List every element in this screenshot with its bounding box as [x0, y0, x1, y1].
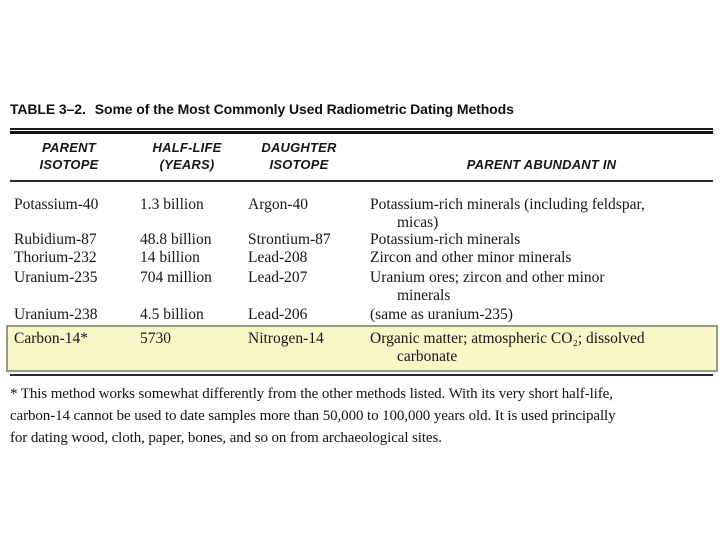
cell-parent: Thorium-232: [14, 248, 97, 266]
cell-abundant: Potassium-rich minerals (including felds…: [370, 196, 645, 231]
header-parent-isotope-line2: ISOTOPE: [39, 157, 99, 172]
table-row-thorium-232: Thorium-232 14 billion Lead-208 Zircon a…: [10, 249, 713, 267]
cell-abundant: Zircon and other minor minerals: [370, 248, 572, 266]
cell-half-life: 14 billion: [140, 248, 200, 266]
cell-daughter: Lead-208: [248, 248, 308, 266]
header-parent-isotope: PARENT ISOTOPE: [4, 139, 134, 173]
header-half-life: HALF-LIFE (YEARS): [133, 139, 241, 173]
header-daughter-isotope-line1: DAUGHTER: [261, 140, 337, 155]
cell-daughter: Nitrogen-14: [248, 329, 324, 347]
header-half-life-line2: (YEARS): [159, 157, 215, 172]
table-title: TABLE 3–2. Some of the Most Commonly Used…: [10, 101, 713, 117]
cell-parent: Carbon-14*: [14, 329, 89, 347]
table-top-rule: [10, 128, 713, 134]
cell-abundant: Potassium-rich minerals: [370, 231, 521, 248]
header-parent-abundant-in: PARENT ABUNDANT IN: [370, 139, 713, 173]
cell-parent: Uranium-238: [14, 306, 98, 323]
table-title-text: Some of the Most Commonly Used Radiometr…: [94, 101, 514, 117]
table-footnote: * This method works somewhat differently…: [10, 385, 616, 446]
cell-abundant: (same as uranium-235): [370, 306, 513, 323]
table-row-potassium-40: Potassium-40 1.3 billion Argon-40 Potass…: [10, 196, 713, 231]
cell-half-life: 1.3 billion: [140, 196, 204, 213]
cell-half-life: 48.8 billion: [140, 231, 212, 248]
table-row-carbon-14: Carbon-14* 5730 Nitrogen-14 Organic matt…: [10, 330, 716, 367]
header-daughter-isotope-line2: ISOTOPE: [269, 157, 329, 172]
header-parent-abundant-in-line: PARENT ABUNDANT IN: [466, 157, 617, 172]
table-document: TABLE 3–2. Some of the Most Commonly Used…: [6, 101, 718, 449]
table-body: Potassium-40 1.3 billion Argon-40 Potass…: [6, 182, 718, 372]
cell-daughter: Strontium-87: [248, 231, 331, 248]
cell-parent: Potassium-40: [14, 196, 99, 213]
cell-half-life: 4.5 billion: [140, 306, 204, 323]
cell-daughter: Lead-207: [248, 269, 308, 286]
cell-parent: Uranium-235: [14, 269, 98, 286]
table-header-row: PARENT ISOTOPE HALF-LIFE (YEARS) DAUGHTE…: [10, 134, 713, 180]
header-parent-isotope-line1: PARENT: [42, 140, 96, 155]
header-bottom-rule: [10, 180, 713, 182]
header-half-life-line1: HALF-LIFE: [152, 140, 222, 155]
table-row-uranium-238: Uranium-238 4.5 billion Lead-206 (same a…: [10, 306, 713, 324]
cell-abundant: Organic matter; atmospheric CO₂; dissolv…: [370, 329, 645, 366]
cell-half-life: 704 million: [140, 269, 212, 286]
header-daughter-isotope: DAUGHTER ISOTOPE: [238, 139, 360, 173]
cell-daughter: Lead-206: [248, 306, 308, 323]
table-bottom-rule: [10, 373, 713, 376]
cell-half-life: 5730: [140, 329, 171, 347]
carbon-14-highlight-box: Carbon-14* 5730 Nitrogen-14 Organic matt…: [6, 324, 718, 372]
table-row-rubidium-87: Rubidium-87 48.8 billion Strontium-87 Po…: [10, 231, 713, 249]
cell-parent: Rubidium-87: [14, 231, 97, 248]
cell-daughter: Argon-40: [248, 196, 308, 213]
table-row-uranium-235: Uranium-235 704 million Lead-207 Uranium…: [10, 269, 713, 304]
cell-abundant: Uranium ores; zircon and other minor min…: [370, 269, 605, 304]
table-number-label: TABLE 3–2.: [10, 101, 86, 117]
